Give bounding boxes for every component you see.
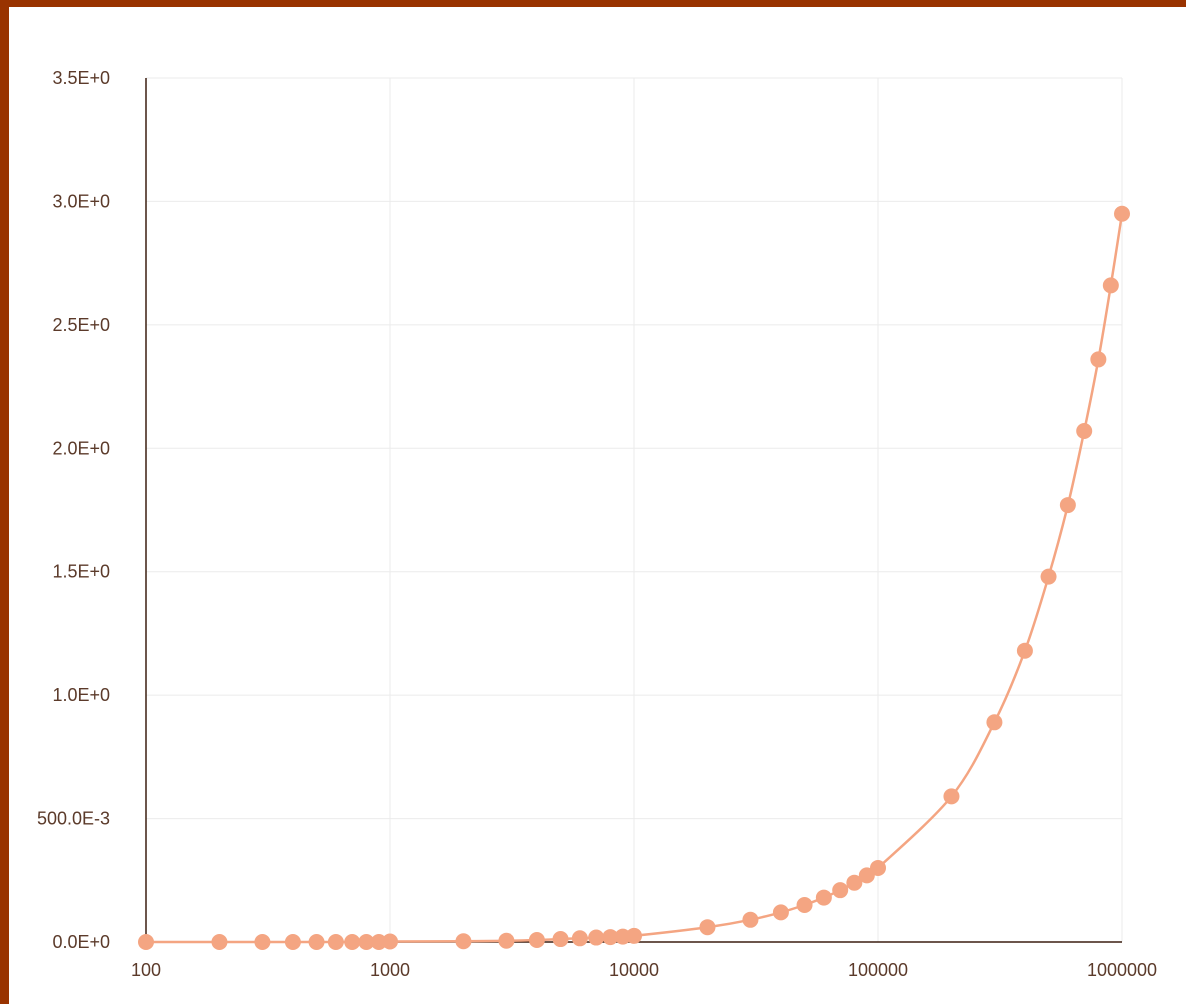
- data-point: [498, 932, 515, 949]
- data-point: [571, 930, 588, 947]
- x-tick-label: 100: [131, 960, 161, 980]
- y-tick-label: 500.0E-3: [37, 809, 110, 829]
- data-point: [344, 934, 361, 950]
- data-point: [602, 929, 619, 946]
- y-tick-labels: 0.0E+0 500.0E-3 1.0E+0 1.5E+0 2.0E+0 2.5E+0 3.…: [37, 68, 110, 952]
- series: [138, 205, 1130, 950]
- data-point: [1059, 497, 1076, 514]
- data-point: [943, 788, 960, 805]
- data-point: [138, 934, 154, 950]
- data-point: [870, 859, 886, 876]
- data-point: [815, 889, 832, 906]
- data-point: [528, 932, 545, 949]
- data-point: [211, 934, 228, 950]
- x-tick-label: 1000: [370, 960, 410, 980]
- x-tick-label: 1000000: [1087, 960, 1157, 980]
- data-point: [699, 919, 716, 936]
- y-tick-label: 0.0E+0: [52, 932, 110, 952]
- data-point: [1076, 423, 1093, 440]
- grid-lines: [146, 77, 1123, 942]
- data-point: [308, 934, 325, 950]
- y-tick-label: 1.0E+0: [52, 685, 110, 705]
- data-point: [742, 911, 759, 928]
- y-tick-label: 3.0E+0: [52, 191, 110, 211]
- data-point: [1102, 277, 1119, 294]
- data-point: [552, 931, 569, 948]
- x-tick-label: 100000: [848, 960, 908, 980]
- data-point: [626, 927, 642, 944]
- data-point: [832, 882, 849, 899]
- y-tick-label: 2.0E+0: [52, 438, 110, 458]
- data-point: [1090, 351, 1107, 368]
- data-point: [772, 904, 789, 921]
- data-point: [1114, 205, 1130, 222]
- data-point: [327, 934, 344, 950]
- x-tick-labels: 100 1000 10000 100000 1000000: [131, 960, 1157, 980]
- data-point: [1040, 568, 1057, 585]
- chart-frame: [9, 7, 1186, 1004]
- data-point: [796, 896, 813, 913]
- data-point: [284, 934, 301, 950]
- data-point: [455, 933, 472, 950]
- data-point: [1016, 642, 1033, 659]
- data-point: [986, 714, 1003, 731]
- data-point: [588, 929, 605, 946]
- data-point: [254, 934, 271, 950]
- y-tick-label: 2.5E+0: [52, 315, 110, 335]
- data-point: [358, 934, 375, 950]
- y-tick-label: 3.5E+0: [52, 68, 110, 88]
- data-point: [846, 874, 863, 891]
- x-tick-label: 10000: [609, 960, 659, 980]
- data-point: [382, 933, 398, 950]
- y-tick-label: 1.5E+0: [52, 562, 110, 582]
